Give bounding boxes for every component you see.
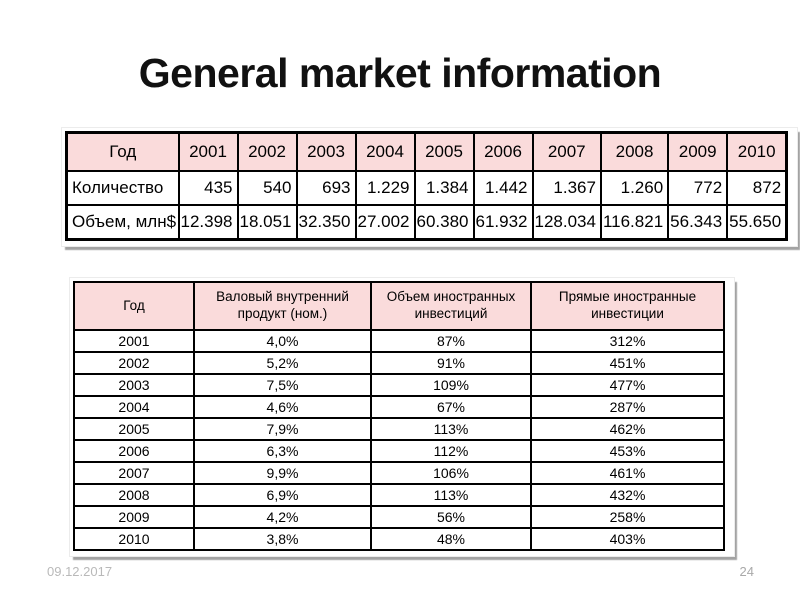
percentages-table: Год Валовый внутренний продукт (ном.) Объе…: [73, 281, 725, 551]
table2-cell: 462%: [530, 417, 725, 441]
table2-cell: 7,5%: [193, 373, 372, 397]
table2-cell: 4,2%: [193, 505, 372, 529]
table2-cell: 113%: [370, 483, 532, 507]
table2-cell: 451%: [530, 351, 725, 375]
table2-cell: 9,9%: [193, 461, 372, 485]
table1-header-row: Год 2001 2002 2003 2004 2005 2006 2007 2008 2009 2…: [65, 131, 788, 172]
table2-row: 2001 4,0% 87% 312%: [73, 329, 725, 353]
table1-cell: 1.367: [531, 170, 602, 206]
table1-cell: 1.384: [413, 170, 475, 206]
table2-header-cell: Объем иностранных инвестиций: [370, 281, 532, 331]
table2-cell: 2008: [73, 483, 195, 507]
table1-cell: 128.034: [531, 204, 602, 241]
table2-cell: 2001: [73, 329, 195, 353]
yearly-totals-table-frame: Год 2001 2002 2003 2004 2005 2006 2007 2008 2009 2…: [61, 127, 799, 247]
table2-row: 2002 5,2% 91% 451%: [73, 351, 725, 375]
table1-row: Количество 435 540 693 1.229 1.384 1.442 1.367 1…: [65, 170, 788, 206]
table1-cell: 772: [667, 170, 729, 206]
table1-cell: 55.650: [726, 204, 788, 241]
table2-row: 2009 4,2% 56% 258%: [73, 505, 725, 529]
table1-cell: 116.821: [599, 204, 670, 241]
table1-header-cell: 2004: [354, 131, 416, 172]
table1-cell: 18.051: [236, 204, 298, 241]
table2-cell: 2004: [73, 395, 195, 419]
table1-header-cell: 2008: [599, 131, 670, 172]
table2-row: 2008 6,9% 113% 432%: [73, 483, 725, 507]
table2-cell: 6,9%: [193, 483, 372, 507]
percentages-table-frame: Год Валовый внутренний продукт (ном.) Объе…: [69, 277, 735, 557]
table2-cell: 113%: [370, 417, 532, 441]
table2-cell: 4,0%: [193, 329, 372, 353]
table2-cell: 453%: [530, 439, 725, 463]
table2-cell: 6,3%: [193, 439, 372, 463]
table1-cell: 61.932: [472, 204, 534, 241]
slide-title: General market information: [138, 50, 662, 96]
table1-header-cell: 2005: [413, 131, 475, 172]
table2-header-cell: Прямые иностранные инвестиции: [530, 281, 725, 331]
table2-cell: 2009: [73, 505, 195, 529]
table2-row: 2010 3,8% 48% 403%: [73, 527, 725, 551]
table2-cell: 106%: [370, 461, 532, 485]
table2-cell: 3,8%: [193, 527, 372, 551]
table1-header-cell: 2006: [472, 131, 534, 172]
table1-cell: Объем, млн$: [65, 204, 180, 241]
table2-cell: 5,2%: [193, 351, 372, 375]
table1-cell: 693: [295, 170, 357, 206]
table1-cell: 12.398: [177, 204, 239, 241]
table1-cell: 1.442: [472, 170, 534, 206]
table2-cell: 67%: [370, 395, 532, 419]
table2-cell: 2007: [73, 461, 195, 485]
table2-cell: 4,6%: [193, 395, 372, 419]
table2-row: 2006 6,3% 112% 453%: [73, 439, 725, 463]
table1-header-cell: 2007: [531, 131, 602, 172]
table2-row: 2005 7,9% 113% 462%: [73, 417, 725, 441]
table1-cell: 56.343: [667, 204, 729, 241]
table1-cell: 540: [236, 170, 298, 206]
table2-header-row: Год Валовый внутренний продукт (ном.) Объе…: [73, 281, 725, 331]
table1-cell: 32.350: [295, 204, 357, 241]
yearly-totals-table: Год 2001 2002 2003 2004 2005 2006 2007 2008 2009 2…: [65, 131, 789, 241]
table2-cell: 91%: [370, 351, 532, 375]
table2-row: 2003 7,5% 109% 477%: [73, 373, 725, 397]
table2-cell: 2006: [73, 439, 195, 463]
table2-cell: 287%: [530, 395, 725, 419]
table2-cell: 48%: [370, 527, 532, 551]
table2-cell: 2002: [73, 351, 195, 375]
table1-header-cell: 2002: [236, 131, 298, 172]
table1-header-cell: 2003: [295, 131, 357, 172]
table1-header-cell: 2001: [177, 131, 239, 172]
table2-cell: 2005: [73, 417, 195, 441]
table2-row: 2007 9,9% 106% 461%: [73, 461, 725, 485]
table1-cell: 1.229: [354, 170, 416, 206]
table1-cell: 60.380: [413, 204, 475, 241]
table2-cell: 2010: [73, 527, 195, 551]
table2-cell: 87%: [370, 329, 532, 353]
slide-date: 09.12.2017: [47, 564, 113, 579]
table2-cell: 461%: [530, 461, 725, 485]
table2-cell: 56%: [370, 505, 532, 529]
table1-cell: Количество: [65, 170, 180, 206]
table2-row: 2004 4,6% 67% 287%: [73, 395, 725, 419]
table1-row: Объем, млн$ 12.398 18.051 32.350 27.002 60.38…: [65, 204, 788, 241]
table2-cell: 2003: [73, 373, 195, 397]
table2-cell: 258%: [530, 505, 725, 529]
table2-header-cell: Валовый внутренний продукт (ном.): [193, 281, 372, 331]
table2-cell: 477%: [530, 373, 725, 397]
table2-cell: 109%: [370, 373, 532, 397]
table2-cell: 403%: [530, 527, 725, 551]
table1-cell: 435: [177, 170, 239, 206]
slide-page-number: 24: [739, 564, 754, 579]
table1-cell: 1.260: [599, 170, 670, 206]
table1-cell: 872: [726, 170, 788, 206]
table1-header-cell: 2010: [726, 131, 788, 172]
table2-cell: 7,9%: [193, 417, 372, 441]
table2-cell: 432%: [530, 483, 725, 507]
table2-cell: 312%: [530, 329, 725, 353]
table1-cell: 27.002: [354, 204, 416, 241]
table1-header-cell: Год: [65, 131, 180, 172]
table1-header-cell: 2009: [667, 131, 729, 172]
table2-cell: 112%: [370, 439, 532, 463]
table2-header-cell: Год: [73, 281, 195, 331]
